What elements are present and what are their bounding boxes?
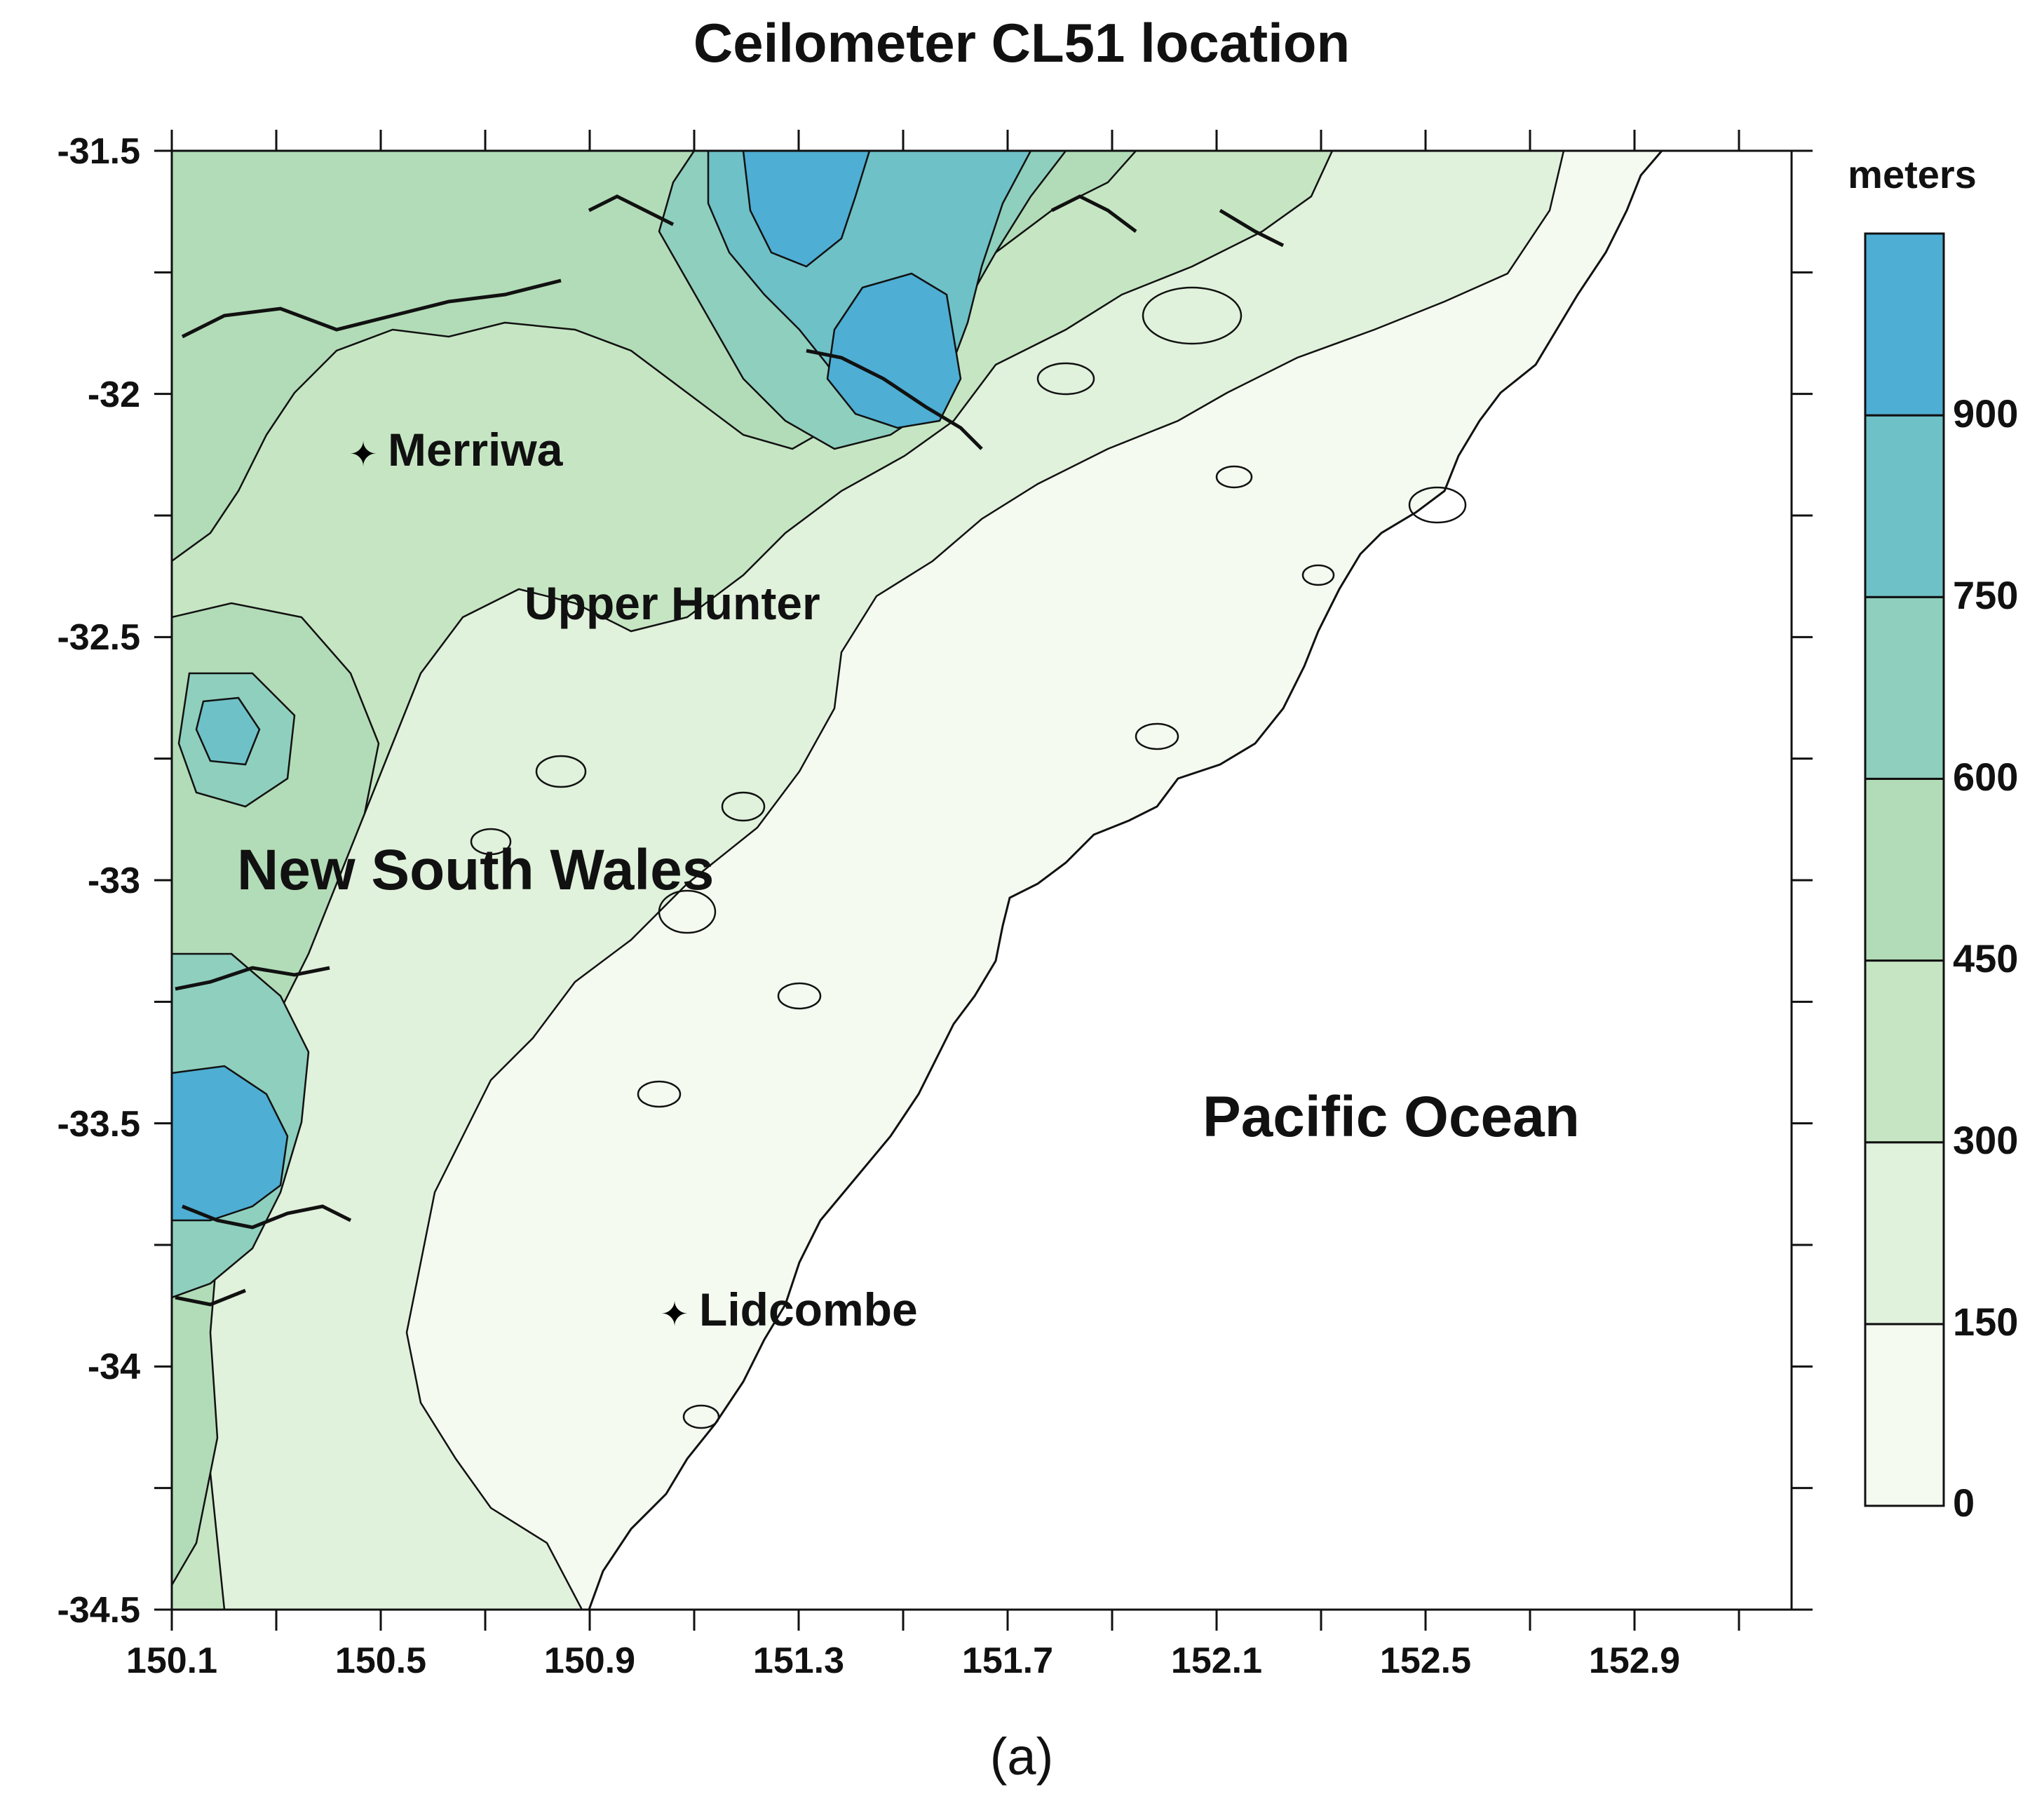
x-tick-label: 150.1 bbox=[126, 1640, 217, 1681]
site-label-merriwa: Merriwa bbox=[388, 424, 564, 476]
elevation-map bbox=[172, 151, 1792, 1610]
colorbar-level-label: 450 bbox=[1953, 936, 2018, 981]
site-label-lidcombe: Lidcombe bbox=[699, 1283, 918, 1335]
colorbar-title: meters bbox=[1848, 152, 1977, 196]
ridge-contours-north bbox=[181, 194, 1285, 450]
colorbar-swatch bbox=[1864, 414, 1945, 598]
elevation-band-above-900-b bbox=[826, 272, 962, 429]
colorbar-swatch bbox=[1864, 595, 1945, 780]
ridge-contours-west bbox=[175, 966, 352, 1307]
x-tick-label: 151.3 bbox=[753, 1640, 844, 1681]
elevation-band-above-900-nw bbox=[195, 696, 261, 766]
y-tick-label: -31.5 bbox=[57, 131, 140, 172]
colorbar-swatch bbox=[1864, 777, 1945, 962]
y-tick-label: -34 bbox=[88, 1347, 140, 1387]
elevation-band-above-900-west bbox=[172, 1065, 289, 1222]
x-axis-tick-labels: 150.1 150.5 150.9 151.3 151.7 152.1 152.… bbox=[126, 1640, 1680, 1681]
axis-ticks bbox=[154, 130, 1813, 1631]
map-title: Ceilometer CL51 location bbox=[693, 12, 1350, 74]
elevation-band-above-900 bbox=[742, 151, 871, 268]
x-tick-label: 152.9 bbox=[1589, 1640, 1680, 1681]
region-label-new-south-wales: New South Wales bbox=[237, 838, 714, 902]
colorbar-level-label: 0 bbox=[1953, 1481, 1975, 1525]
site-merriwa: ✦ Merriwa bbox=[349, 424, 564, 476]
x-tick-label: 151.7 bbox=[962, 1640, 1053, 1681]
y-tick-label: -32 bbox=[88, 375, 140, 415]
y-tick-label: -34.5 bbox=[57, 1590, 140, 1631]
panel-label: (a) bbox=[990, 1727, 1053, 1786]
site-lidcombe: ✦ Lidcombe bbox=[661, 1283, 918, 1335]
colorbar bbox=[1864, 232, 1945, 1507]
y-tick-label: -32.5 bbox=[57, 617, 140, 658]
site-marker-star: ✦ bbox=[661, 1296, 689, 1333]
region-label-pacific-ocean: Pacific Ocean bbox=[1203, 1085, 1580, 1149]
colorbar-swatch bbox=[1864, 1323, 1945, 1507]
x-tick-label: 152.5 bbox=[1380, 1640, 1471, 1681]
colorbar-labels: 0 150 300 450 600 750 900 bbox=[1953, 391, 2018, 1525]
colorbar-level-label: 150 bbox=[1953, 1300, 2018, 1344]
x-tick-label: 150.5 bbox=[335, 1640, 426, 1681]
y-tick-label: -33.5 bbox=[57, 1104, 140, 1145]
x-tick-label: 150.9 bbox=[544, 1640, 635, 1681]
colorbar-level-label: 300 bbox=[1953, 1118, 2018, 1162]
region-label-upper-hunter: Upper Hunter bbox=[524, 577, 820, 629]
colorbar-level-label: 750 bbox=[1953, 573, 2018, 617]
colorbar-swatch bbox=[1864, 232, 1945, 417]
colorbar-level-label: 900 bbox=[1953, 391, 2018, 436]
colorbar-swatch bbox=[1864, 959, 1945, 1144]
y-tick-label: -33 bbox=[88, 861, 140, 901]
colorbar-level-label: 600 bbox=[1953, 755, 2018, 799]
site-marker-star: ✦ bbox=[349, 436, 377, 473]
small-contour-patches bbox=[470, 286, 1467, 1429]
colorbar-swatch bbox=[1864, 1141, 1945, 1326]
y-axis-tick-labels: -31.5 -32 -32.5 -33 -33.5 -34 -34.5 bbox=[57, 131, 140, 1631]
x-tick-label: 152.1 bbox=[1171, 1640, 1262, 1681]
